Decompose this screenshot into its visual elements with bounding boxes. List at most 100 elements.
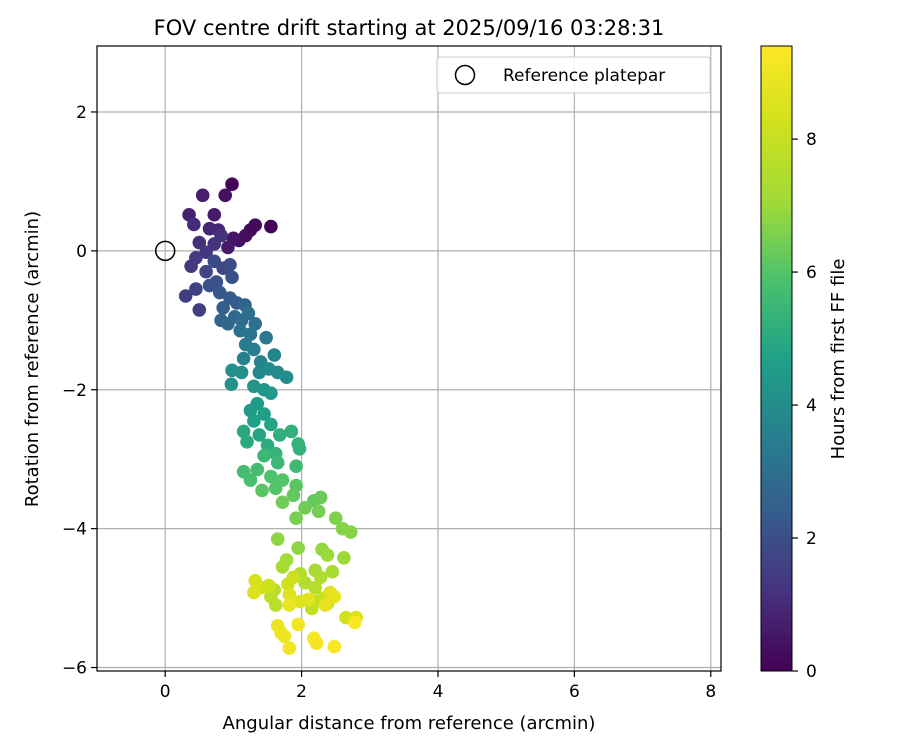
data-point <box>178 289 193 303</box>
data-point <box>240 435 254 449</box>
data-point <box>301 592 316 607</box>
data-point <box>252 428 267 442</box>
legend: Reference platepar <box>436 56 711 94</box>
data-point <box>224 377 239 391</box>
data-point <box>247 379 261 394</box>
data-point <box>347 615 362 630</box>
data-point <box>318 598 333 612</box>
data-point <box>337 551 351 565</box>
colorbar-gradient <box>760 45 793 672</box>
x-tick-label: 6 <box>569 682 580 702</box>
data-point <box>243 473 258 487</box>
data-point <box>289 511 303 526</box>
data-point <box>343 525 358 539</box>
data-point <box>282 598 297 612</box>
x-tick-label: 4 <box>433 682 444 702</box>
y-tick-label: −2 <box>62 381 87 401</box>
data-point <box>264 386 278 401</box>
data-point <box>279 370 294 385</box>
data-point <box>212 285 227 300</box>
data-point <box>250 462 265 477</box>
data-point <box>189 282 203 296</box>
data-point <box>216 301 230 315</box>
y-axis-ticks: 2 0 −2 −4 −6 <box>62 103 97 679</box>
grid <box>97 46 721 671</box>
data-point <box>236 351 251 366</box>
data-point <box>264 417 278 432</box>
data-point <box>184 259 198 273</box>
data-point <box>272 428 287 442</box>
data-point <box>309 636 324 651</box>
data-point <box>233 323 248 338</box>
data-point <box>202 278 217 293</box>
data-point <box>243 327 258 341</box>
plot-frame <box>96 45 722 672</box>
data-point <box>187 217 201 232</box>
data-point <box>243 403 258 418</box>
data-point <box>270 455 285 470</box>
legend-marker-icon <box>454 64 476 86</box>
data-point <box>327 639 342 654</box>
data-point <box>218 188 233 203</box>
data-point <box>260 438 275 453</box>
x-tick-label: 2 <box>296 682 307 702</box>
data-point <box>313 490 328 505</box>
data-point <box>225 177 239 191</box>
reference-platepar-marker <box>154 240 176 262</box>
data-point <box>225 363 239 378</box>
data-point <box>223 257 237 272</box>
y-tick-label: 2 <box>76 103 87 123</box>
data-point <box>268 481 283 496</box>
data-point <box>199 264 213 279</box>
data-point <box>308 580 323 595</box>
data-point <box>289 459 303 473</box>
data-point <box>195 188 210 203</box>
y-tick-label: 0 <box>76 242 87 262</box>
data-point <box>291 541 305 555</box>
data-point <box>247 342 261 357</box>
data-point <box>270 532 285 546</box>
data-point <box>267 348 282 362</box>
data-point <box>202 221 217 236</box>
y-axis-label: Rotation from reference (arcmin) <box>22 211 43 507</box>
colorbar-tick-label: 8 <box>806 130 817 150</box>
legend-label: Reference platepar <box>503 66 665 86</box>
colorbar-ticks: 0 2 4 6 8 <box>792 130 817 682</box>
x-tick-label: 8 <box>705 682 716 702</box>
data-point <box>325 564 340 579</box>
colorbar-tick-label: 0 <box>806 662 817 682</box>
data-point <box>328 511 343 526</box>
data-point <box>259 330 273 345</box>
data-point <box>255 483 269 498</box>
colorbar-tick-label: 2 <box>806 529 817 549</box>
data-point <box>192 303 207 317</box>
data-point <box>264 219 278 234</box>
data-point <box>320 548 335 562</box>
data-point <box>248 316 263 331</box>
data-points <box>178 177 363 655</box>
chart-title: FOV centre drift starting at 2025/09/16 … <box>154 16 665 40</box>
colorbar: 0 2 4 6 8 Hours from first FF file <box>760 45 849 682</box>
data-point <box>291 617 305 632</box>
data-point <box>221 240 235 255</box>
data-point <box>225 270 239 285</box>
data-point <box>268 598 283 612</box>
data-point <box>257 407 271 421</box>
data-point <box>241 306 256 321</box>
data-point <box>282 641 297 655</box>
colorbar-tick-label: 6 <box>806 263 817 283</box>
y-tick-label: −4 <box>62 520 87 540</box>
data-point <box>284 424 299 439</box>
y-tick-label: −6 <box>62 659 87 679</box>
data-point <box>292 441 307 456</box>
legend-box <box>436 56 711 94</box>
data-point <box>275 560 290 574</box>
colorbar-tick-label: 4 <box>806 396 817 416</box>
data-point <box>199 245 213 260</box>
data-point <box>275 495 290 510</box>
colorbar-label: Hours from first FF file <box>828 259 849 460</box>
data-point <box>264 469 278 484</box>
x-tick-label: 0 <box>160 682 171 702</box>
data-point <box>236 424 251 439</box>
